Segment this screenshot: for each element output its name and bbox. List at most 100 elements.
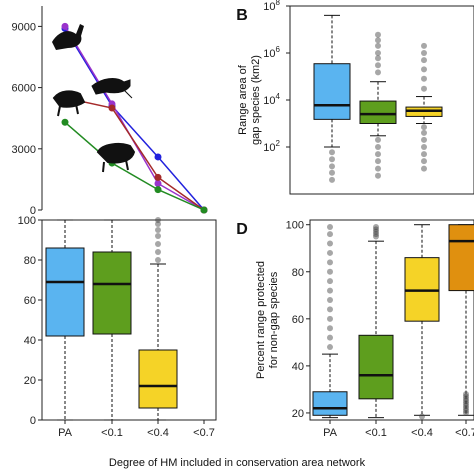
box-outlier: [463, 391, 469, 398]
box-outlier: [329, 169, 335, 176]
box-outlier: [463, 393, 469, 400]
box-outlier: [375, 31, 381, 38]
panel-a-y-tick-label: 9000: [12, 21, 36, 33]
box-outlier: [373, 228, 379, 235]
panel-a-data-point: [154, 153, 162, 161]
primate-body: [52, 90, 86, 117]
panel-b-y-tick-label: 102: [263, 139, 280, 154]
panel-b-y-axis-label: Range area of: [237, 64, 249, 135]
x-axis-label: Degree of HM included in conservation ar…: [109, 457, 366, 469]
box-outlier: [463, 395, 469, 402]
box-outlier: [375, 165, 381, 172]
panel-c-y-tick-label: 0: [30, 415, 36, 427]
panel-b-letter: B: [236, 7, 248, 24]
panel-c-box-1: [92, 219, 132, 421]
box-outlier: [375, 62, 381, 69]
box-iqr: [45, 247, 85, 337]
box-outlier: [421, 75, 427, 82]
panel-a-series-line: [64, 28, 205, 211]
box-outlier: [327, 334, 333, 341]
panel-d-percent-protected-boxplot: 20 40 60 80 100 Percent range protected for no…: [236, 219, 474, 439]
rodent-silhouette-icon: [91, 78, 133, 99]
box-iqr: [138, 349, 178, 409]
panel-d-box-1: [358, 224, 394, 419]
box-outlier: [419, 413, 425, 420]
panel-c-y-tick-label: 60: [24, 295, 36, 307]
box-outlier: [463, 400, 469, 407]
panel-c-x-tick-label: <0.4: [147, 427, 169, 439]
box-outlier: [421, 136, 427, 143]
box-outlier: [373, 231, 379, 238]
box-iqr: [359, 100, 397, 125]
panel-c-boxplot: 0 20 40 60 80 100 PA <0.1 <0.4 <0.7: [18, 215, 217, 439]
box-outlier: [375, 69, 381, 76]
panel-a-data-point: [61, 22, 69, 30]
box-outlier: [327, 240, 333, 247]
panel-a-series-line: [64, 121, 205, 211]
box-outlier: [327, 344, 333, 351]
primate-silhouette-icon: [52, 90, 86, 117]
panel-b-y-axis-label: gap species (km2): [250, 55, 262, 145]
box-outlier: [327, 297, 333, 303]
panel-c-frame: [41, 219, 217, 421]
box-iqr: [312, 391, 348, 416]
panel-a-y-tick-label: 0: [30, 205, 36, 217]
box-outlier: [421, 144, 427, 150]
box-outlier: [421, 151, 427, 158]
panel-c-y-tick-label: 100: [18, 215, 36, 227]
bird-body: [52, 24, 84, 50]
box-outlier: [327, 278, 333, 285]
box-outlier: [375, 144, 381, 150]
box-outlier: [375, 50, 381, 56]
panel-c-x-tick-label: PA: [58, 427, 73, 439]
panel-a-data-point: [154, 186, 162, 194]
box-outlier: [375, 136, 381, 143]
panel-c-y-tick-label: 20: [24, 375, 36, 387]
panel-d-x-tick-label: PA: [323, 427, 338, 439]
panel-b-y-tick-label: 104: [263, 92, 280, 107]
panel-d-y-tick-label: 80: [292, 267, 304, 279]
panel-c-y-tick-label: 40: [24, 335, 36, 347]
panel-c-y-tick-label: 80: [24, 255, 36, 267]
box-outlier: [155, 217, 161, 223]
panel-d-y-tick-label: 40: [292, 361, 304, 373]
panel-d-x-tick-label: <0.1: [365, 427, 387, 439]
box-outlier: [421, 158, 427, 165]
box-iqr: [358, 334, 394, 400]
panel-b-y-tick-label: 106: [263, 45, 280, 60]
panel-b-box-0: [313, 14, 351, 183]
box-outlier: [373, 224, 379, 231]
panel-d-box-3: [448, 224, 474, 416]
panel-b-range-area-boxplot: 102 104 106 108 Range area of gap species (km…: [236, 0, 474, 195]
panel-d-frame: [309, 219, 474, 421]
panel-c-x-tick-label: <0.1: [101, 427, 123, 439]
panel-c-box-2: [138, 217, 178, 421]
box-outlier: [327, 306, 333, 313]
box-outlier: [155, 249, 161, 255]
panel-a-data-point: [200, 206, 208, 214]
panel-c-x-tick-label: <0.7: [193, 427, 215, 439]
panel-a-data-point: [154, 173, 162, 181]
box-outlier: [375, 55, 381, 62]
panel-d-y-tick-label: 60: [292, 314, 304, 326]
box-outlier: [327, 287, 333, 294]
panel-b-box-2: [405, 42, 443, 172]
box-iqr: [313, 63, 351, 120]
box-outlier: [421, 165, 427, 172]
bird-silhouette-icon: [52, 24, 84, 50]
box-outlier: [421, 129, 427, 136]
box-outlier: [155, 233, 161, 239]
box-outlier: [463, 409, 469, 416]
box-outlier: [329, 163, 335, 170]
box-outlier: [463, 402, 469, 409]
panel-b-y-tick-label: 108: [263, 0, 280, 13]
box-outlier: [327, 325, 333, 332]
box-outlier: [327, 231, 333, 238]
box-outlier: [155, 221, 161, 227]
box-outlier: [329, 176, 335, 183]
box-iqr: [92, 251, 132, 335]
box-outlier: [375, 172, 381, 179]
panel-d-x-tick-label: <0.7: [455, 427, 474, 439]
box-outlier: [421, 124, 427, 131]
